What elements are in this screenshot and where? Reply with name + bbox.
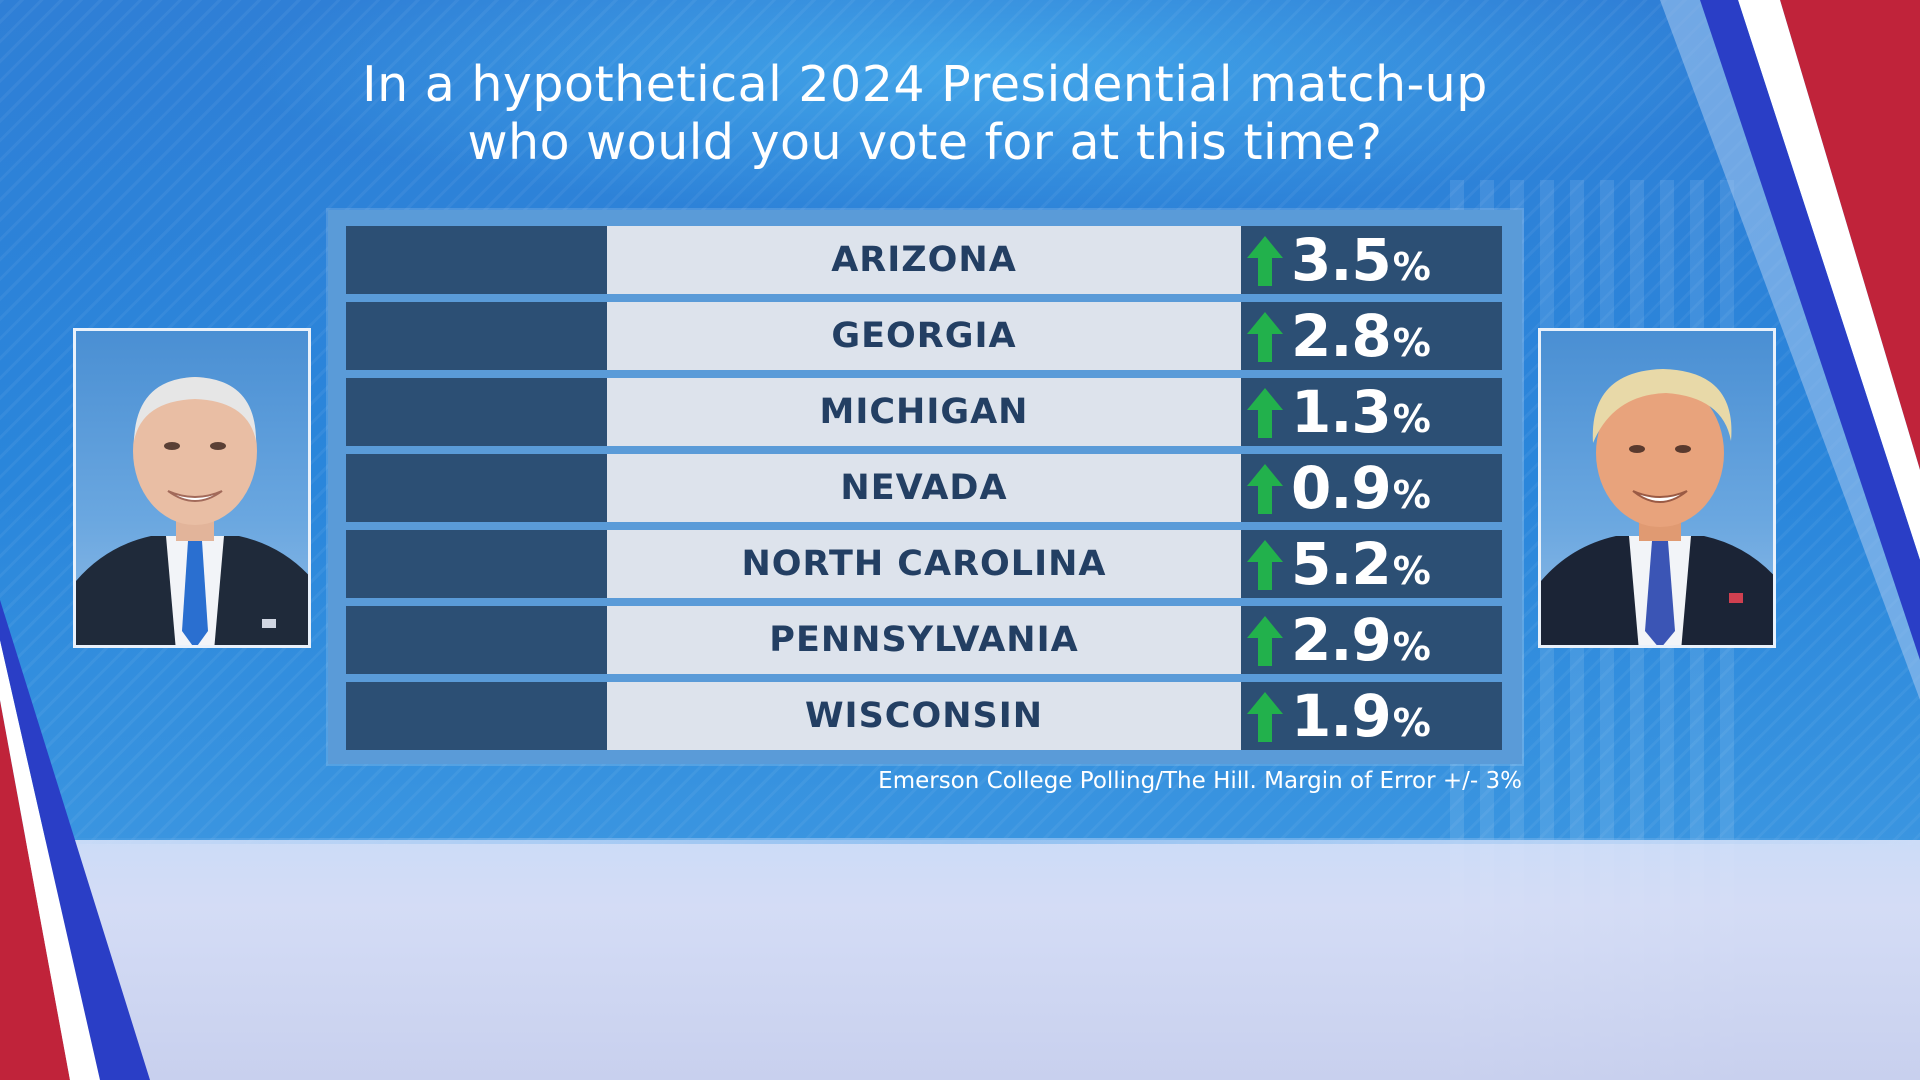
poll-results-table: ARIZONA 3.5% GEORGIA 2.8% MICHIGAN 1.3%	[328, 210, 1522, 764]
background-glow	[240, 0, 1740, 220]
candidate-bar-cell	[346, 530, 607, 598]
title-line-2: who would you vote for at this time?	[467, 114, 1383, 171]
table-row: GEORGIA 2.8%	[346, 302, 1502, 370]
table-row: NORTH CAROLINA 5.2%	[346, 530, 1502, 598]
margin-cell: 2.8%	[1241, 302, 1502, 370]
up-arrow-icon	[1247, 540, 1283, 590]
margin-unit: %	[1392, 245, 1431, 289]
poll-question-title: In a hypothetical 2024 Presidential matc…	[240, 56, 1610, 172]
margin-unit: %	[1392, 549, 1431, 593]
margin-value: 3.5%	[1291, 226, 1431, 294]
margin-cell: 1.3%	[1241, 378, 1502, 446]
candidate-bar-cell	[346, 682, 607, 750]
margin-unit: %	[1392, 397, 1431, 441]
state-name: ARIZONA	[607, 226, 1241, 294]
up-arrow-icon	[1247, 236, 1283, 286]
candidate-bar-cell	[346, 226, 607, 294]
margin-number: 2.8	[1291, 302, 1392, 370]
margin-value: 1.3%	[1291, 378, 1431, 446]
state-name: NEVADA	[607, 454, 1241, 522]
state-name: NORTH CAROLINA	[607, 530, 1241, 598]
margin-unit: %	[1392, 701, 1431, 745]
table-row: WISCONSIN 1.9%	[346, 682, 1502, 750]
table-row: NEVADA 0.9%	[346, 454, 1502, 522]
margin-number: 0.9	[1291, 454, 1392, 522]
table-row: ARIZONA 3.5%	[346, 226, 1502, 294]
margin-value: 2.8%	[1291, 302, 1431, 370]
up-arrow-icon	[1247, 616, 1283, 666]
left-candidate-photo	[73, 328, 311, 648]
margin-value: 2.9%	[1291, 606, 1431, 674]
up-arrow-icon	[1247, 464, 1283, 514]
margin-number: 5.2	[1291, 530, 1392, 598]
state-name: PENNSYLVANIA	[607, 606, 1241, 674]
margin-value: 1.9%	[1291, 682, 1431, 750]
title-line-1: In a hypothetical 2024 Presidential matc…	[362, 56, 1488, 113]
left-blue-stripe	[0, 600, 150, 1080]
state-name: WISCONSIN	[607, 682, 1241, 750]
up-arrow-icon	[1247, 692, 1283, 742]
up-arrow-icon	[1247, 388, 1283, 438]
studio-floor	[0, 840, 1920, 1080]
margin-value: 0.9%	[1291, 454, 1431, 522]
margin-cell: 0.9%	[1241, 454, 1502, 522]
up-arrow-icon	[1247, 312, 1283, 362]
margin-cell: 1.9%	[1241, 682, 1502, 750]
margin-cell: 3.5%	[1241, 226, 1502, 294]
margin-unit: %	[1392, 473, 1431, 517]
state-name: MICHIGAN	[607, 378, 1241, 446]
margin-value: 5.2%	[1291, 530, 1431, 598]
margin-number: 1.3	[1291, 378, 1392, 446]
right-light-stripe	[1660, 0, 1920, 700]
floor-divider	[0, 838, 1920, 844]
table-row: PENNSYLVANIA 2.9%	[346, 606, 1502, 674]
candidate-bar-cell	[346, 454, 607, 522]
right-candidate-photo	[1538, 328, 1776, 648]
margin-number: 1.9	[1291, 682, 1392, 750]
candidate-bar-cell	[346, 378, 607, 446]
source-note: Emerson College Polling/The Hill. Margin…	[878, 768, 1522, 794]
margin-cell: 2.9%	[1241, 606, 1502, 674]
table-row: MICHIGAN 1.3%	[346, 378, 1502, 446]
margin-number: 3.5	[1291, 226, 1392, 294]
margin-unit: %	[1392, 321, 1431, 365]
candidate-bar-cell	[346, 606, 607, 674]
margin-unit: %	[1392, 625, 1431, 669]
state-name: GEORGIA	[607, 302, 1241, 370]
margin-cell: 5.2%	[1241, 530, 1502, 598]
candidate-bar-cell	[346, 302, 607, 370]
margin-number: 2.9	[1291, 606, 1392, 674]
